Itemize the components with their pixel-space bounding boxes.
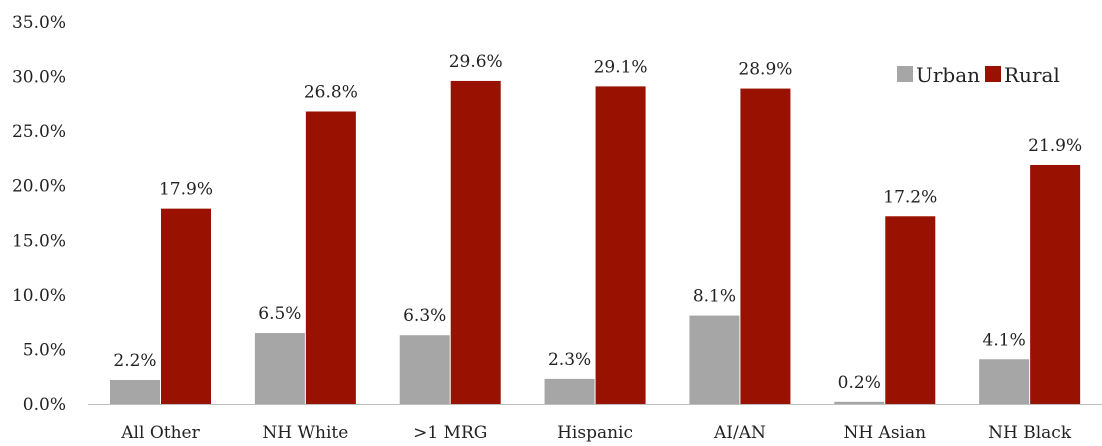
bar-rural: [595, 86, 646, 404]
y-tick-label: 10.0%: [12, 286, 66, 306]
x-tick-label: >1 MRG: [413, 423, 487, 442]
data-label-urban: 4.1%: [983, 330, 1026, 350]
data-label-urban: 2.2%: [113, 351, 156, 371]
y-tick-label: 5.0%: [23, 340, 66, 360]
bar-urban: [254, 333, 305, 404]
legend-label-urban: Urban: [916, 63, 980, 87]
data-label-rural: 28.9%: [738, 60, 792, 80]
legend-swatch-rural: [985, 66, 1001, 82]
bar-rural: [885, 216, 936, 404]
y-tick-label: 25.0%: [12, 122, 66, 142]
y-tick-label: 20.0%: [12, 177, 66, 197]
bar-rural: [1030, 164, 1081, 404]
data-label-rural: 17.9%: [159, 180, 213, 200]
x-tick-label: All Other: [120, 423, 200, 442]
x-axis: All Other NH White >1 MRG Hispanic AI/AN NH A…: [120, 423, 1072, 443]
y-tick-label: 15.0%: [12, 231, 66, 251]
y-axis: 0.0% 5.0% 10.0% 15.0% 20.0% 25.0% 30.0% 35.0%: [12, 13, 66, 415]
x-tick-label: NH Asian: [843, 423, 926, 442]
x-tick-label: AI/AN: [713, 423, 766, 442]
data-label-urban: 2.3%: [548, 350, 591, 370]
data-label-rural: 26.8%: [304, 82, 358, 102]
bar-urban: [110, 379, 160, 404]
data-label-rural: 17.2%: [883, 187, 937, 207]
y-tick-label: 30.0%: [12, 68, 66, 88]
legend-swatch-urban: [897, 66, 913, 82]
legend-label-rural: Rural: [1004, 63, 1060, 87]
bar-urban: [689, 315, 740, 404]
y-tick-label: 0.0%: [23, 395, 66, 415]
data-label-rural: 21.9%: [1028, 136, 1082, 156]
bar-urban: [979, 359, 1030, 404]
data-label-rural: 29.6%: [449, 52, 503, 72]
y-tick-label: 35.0%: [12, 13, 66, 33]
data-label-urban: 6.5%: [258, 304, 301, 324]
bar-rural: [161, 208, 211, 404]
data-label-urban: 0.2%: [838, 373, 881, 393]
x-tick-label: NH White: [262, 423, 348, 442]
x-tick-label: Hispanic: [557, 423, 633, 442]
x-tick-label: NH Black: [988, 423, 1072, 442]
data-label-rural: 29.1%: [594, 57, 648, 77]
bar-urban: [399, 335, 450, 404]
bar-rural: [305, 111, 356, 405]
bar-urban: [834, 401, 885, 404]
data-label-urban: 6.3%: [403, 306, 446, 326]
data-labels-layer: 2.2% 6.5% 6.3% 2.3% 8.1% 0.2% 4.1% 17.9% 26.8% 29…: [113, 52, 1082, 393]
bar-rural: [450, 80, 501, 405]
bar-urban: [544, 378, 595, 404]
legend: Urban Rural: [897, 63, 1060, 87]
bar-rural: [740, 88, 791, 404]
bars-layer: [110, 80, 1081, 405]
data-label-urban: 8.1%: [693, 287, 736, 307]
